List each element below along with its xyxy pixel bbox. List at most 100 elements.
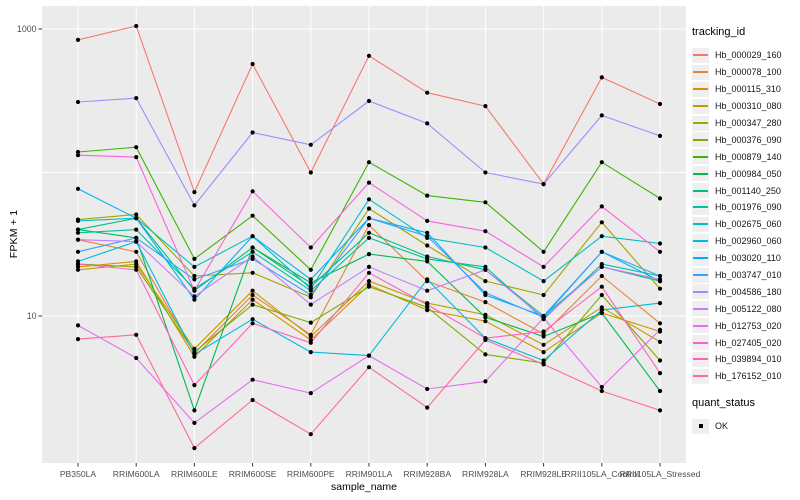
legend-swatch-line	[693, 223, 708, 226]
legend-swatch-line	[693, 274, 708, 277]
legend-swatch-line	[693, 172, 708, 175]
data-point	[541, 315, 546, 320]
legend-entry: Hb_000376_090	[692, 131, 798, 148]
legend-entry-label: Hb_000879_140	[715, 151, 782, 162]
data-point	[75, 186, 81, 191]
legend-key-line-swatch	[692, 132, 709, 148]
legend-swatch-line	[693, 358, 708, 361]
legend-entry-label: Hb_002675_060	[715, 219, 782, 230]
legend-swatch-line	[693, 71, 708, 74]
legend-swatch-line	[693, 324, 708, 327]
legend-swatch-line	[693, 341, 708, 344]
data-point	[250, 61, 255, 67]
legend-entry-label: Hb_000115_310	[715, 84, 781, 95]
data-point	[250, 302, 255, 307]
data-point	[134, 249, 139, 254]
data-point	[425, 277, 430, 282]
legend-entry: Hb_005122_080	[692, 300, 798, 317]
data-point	[192, 264, 197, 269]
data-point	[657, 388, 663, 394]
legend-entry-label: Hb_012753_020	[715, 320, 782, 331]
data-point	[541, 249, 546, 254]
legend-entry-label: Hb_001976_090	[715, 202, 782, 213]
legend-title-quant-status: quant_status	[692, 396, 755, 409]
quant-legend-entries: OK	[692, 418, 798, 435]
data-point	[483, 200, 488, 205]
data-point	[134, 227, 139, 232]
data-point	[541, 279, 546, 284]
data-point	[599, 160, 604, 165]
legend-entry: Hb_000029_160	[692, 47, 798, 64]
legend-swatch-line	[693, 290, 708, 293]
data-point	[308, 277, 313, 282]
legend-entry: Hb_000347_280	[692, 115, 798, 132]
data-point	[134, 355, 139, 361]
data-point	[483, 300, 488, 305]
data-point	[250, 130, 255, 135]
legend-key-line-swatch	[692, 216, 709, 232]
data-point	[599, 113, 604, 118]
data-point	[192, 256, 197, 261]
data-point	[599, 310, 604, 316]
legend-key-line-swatch	[692, 233, 709, 249]
y-tick-label: 1000	[17, 24, 37, 34]
legend-swatch-line	[693, 257, 708, 260]
x-tick-label: RRIM928LA	[462, 469, 509, 479]
legend-key-line-swatch	[692, 81, 709, 97]
data-point	[192, 288, 197, 293]
data-point	[366, 252, 372, 257]
data-point	[366, 264, 372, 269]
data-point	[250, 288, 255, 293]
data-point	[366, 180, 372, 185]
data-point	[308, 267, 313, 272]
data-point	[366, 53, 372, 58]
x-tick-label: RRIM600PE	[287, 469, 335, 479]
data-point	[192, 273, 197, 279]
x-tick-label: RRIM901LA	[346, 469, 393, 479]
legend-key-line-swatch	[692, 301, 709, 317]
data-point	[483, 379, 488, 384]
legend-entry-label: Hb_000984_050	[715, 168, 782, 179]
data-point	[366, 197, 372, 202]
legend-entry-label: Hb_000376_090	[715, 134, 782, 145]
legend-entry: Hb_039894_010	[692, 351, 798, 368]
data-point	[425, 386, 430, 392]
data-point	[483, 352, 488, 357]
legend-entry: Hb_003020_110	[692, 250, 798, 267]
legend-entry-label: Hb_000078_100	[715, 67, 782, 78]
data-point	[599, 308, 604, 313]
data-point	[250, 189, 255, 194]
data-point	[250, 397, 255, 403]
legend-key-line-swatch	[692, 267, 709, 283]
data-point	[250, 292, 255, 298]
data-point	[425, 256, 430, 261]
data-point	[599, 234, 604, 239]
data-point	[308, 280, 313, 285]
data-point	[425, 90, 430, 95]
x-tick-label: RRIM928BA	[403, 469, 451, 479]
data-point	[657, 277, 663, 282]
legend-entry: Hb_001976_090	[692, 199, 798, 216]
data-point	[541, 264, 546, 269]
x-tick-label: RRIM600LA	[113, 469, 160, 479]
black-point-icon	[698, 424, 703, 429]
data-point	[366, 216, 372, 221]
data-point	[599, 388, 604, 394]
data-point	[541, 358, 546, 363]
quant-legend-label: OK	[715, 421, 729, 432]
legend-key-point-swatch	[692, 418, 709, 434]
legend-key-line-swatch	[692, 64, 709, 80]
x-tick-label: RRIM928LE	[520, 469, 567, 479]
data-point	[134, 264, 139, 269]
legend-key-line-swatch	[692, 368, 709, 384]
data-point	[75, 153, 81, 158]
legend-entry: Hb_000984_050	[692, 165, 798, 182]
legend-entry: Hb_002675_060	[692, 216, 798, 233]
data-point	[366, 284, 372, 289]
data-point	[483, 290, 488, 295]
data-point	[657, 321, 663, 326]
data-point	[541, 329, 546, 334]
legend-key-line-swatch	[692, 98, 709, 114]
